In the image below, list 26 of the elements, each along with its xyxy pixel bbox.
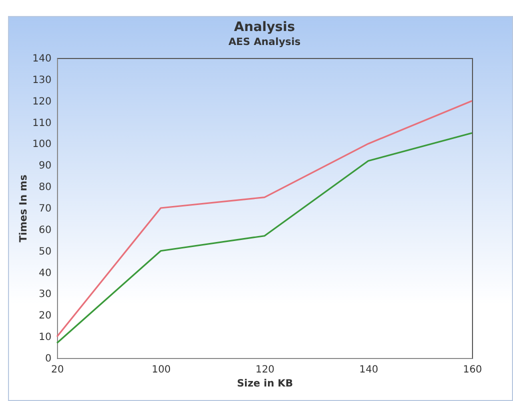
x-tick-label: 160 [462,364,482,376]
x-tick-label: 120 [255,364,275,376]
x-tick-label: 100 [152,364,171,376]
x-axis-title: Size in KB [236,378,294,390]
y-tick-label: 40 [38,268,52,279]
y-tick-label: 10 [38,332,52,344]
y-tick-label: 50 [38,246,52,258]
y-tick-label: 90 [38,160,52,172]
y-tick-label: 20 [38,310,52,322]
chart-title: Analysis [234,20,296,35]
y-tick-label: 140 [32,54,52,64]
line-series [56,132,473,344]
y-tick-label: 60 [38,224,52,236]
chart-subtitle: AES Analysis [228,37,301,48]
y-tick-label: 0 [45,354,52,364]
y-tick-label: 130 [32,74,52,86]
line-series [56,100,473,338]
y-axis-title: Times In ms [18,174,30,242]
y-tick-label: 30 [38,289,52,300]
x-tick-label: 140 [359,364,378,376]
y-tick-label: 70 [38,204,52,214]
y-tick-label: 110 [32,118,52,129]
y-tick-label: 80 [38,182,52,194]
y-tick-label: 120 [32,96,52,108]
x-tick-label: 20 [51,364,64,376]
y-tick-label: 100 [32,139,52,150]
